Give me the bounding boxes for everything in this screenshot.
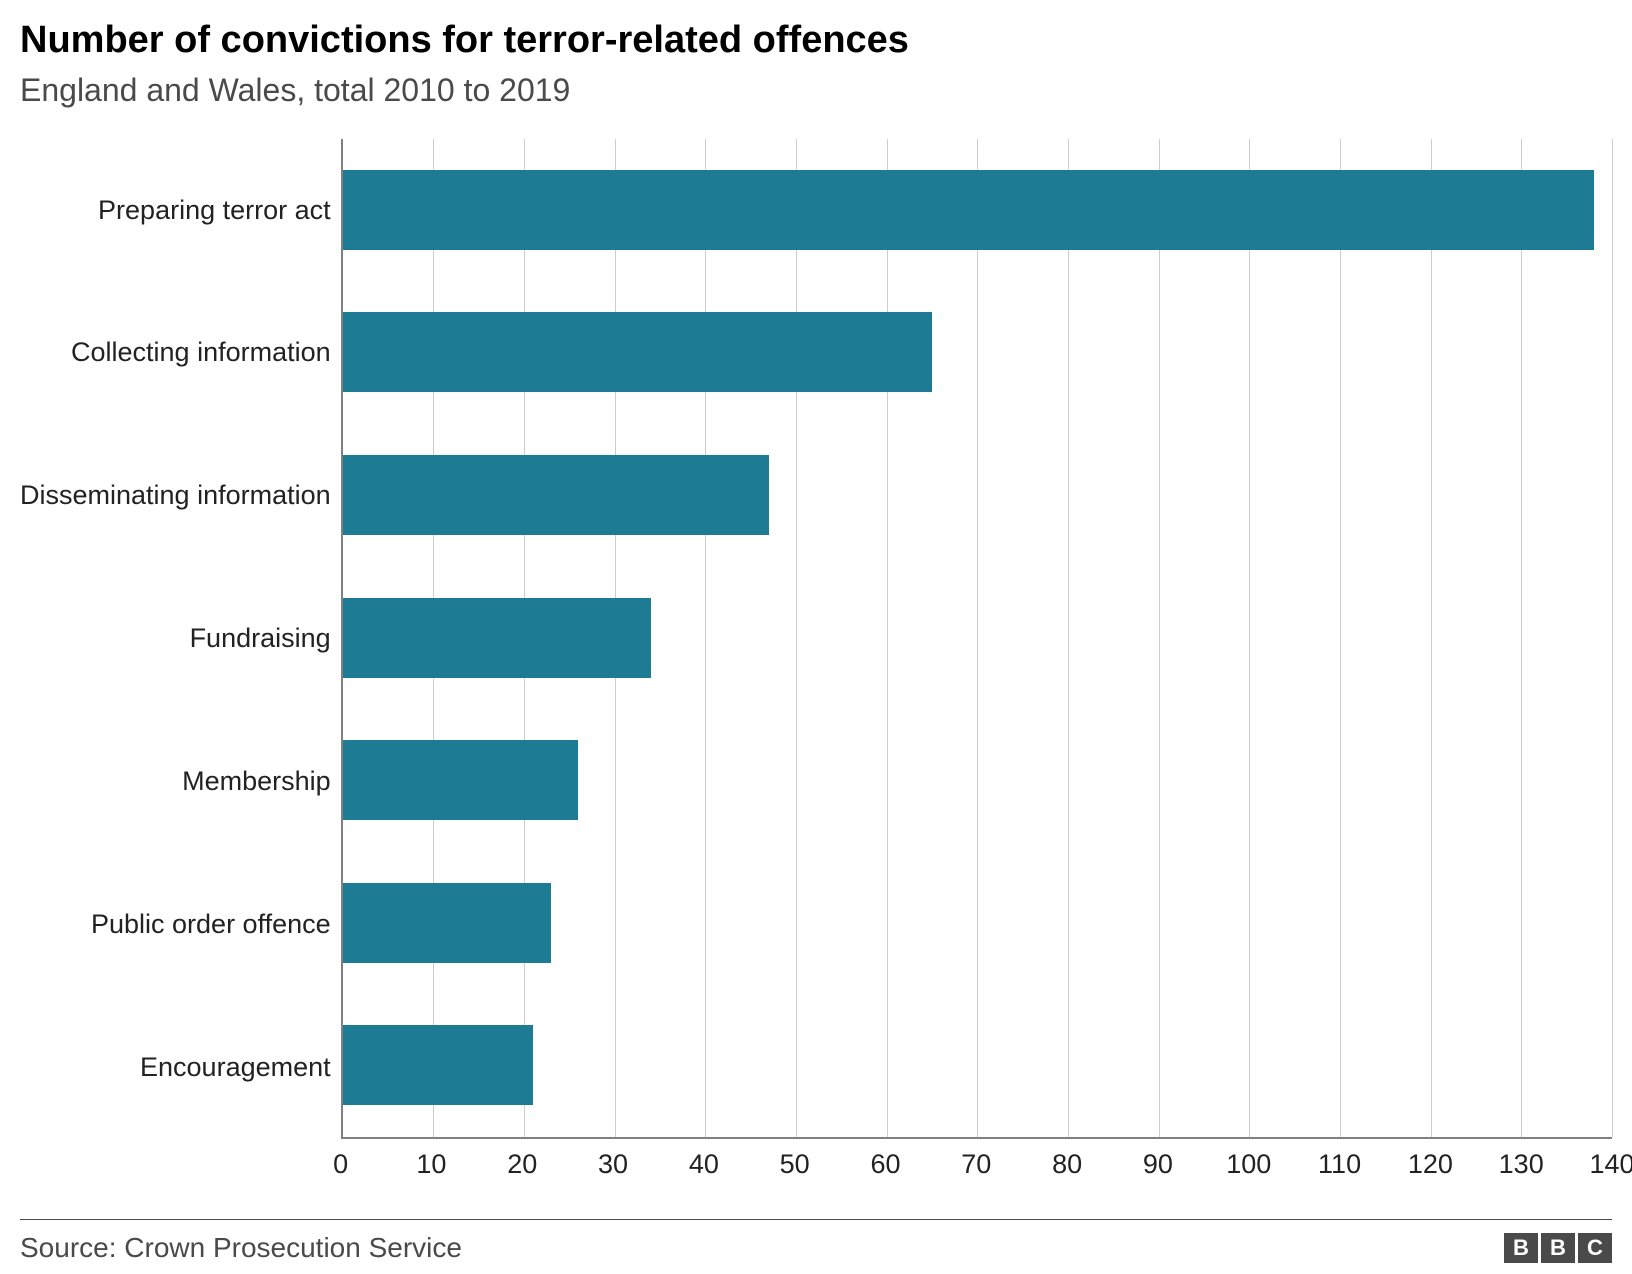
x-axis-label: 120 [1408,1149,1453,1180]
y-axis-label: Preparing terror act [20,197,331,224]
bar [343,883,552,963]
x-axis-label: 10 [416,1149,446,1180]
bar [343,455,769,535]
source-text: Source: Crown Prosecution Service [20,1232,462,1264]
x-axis-label: 20 [507,1149,537,1180]
bbc-logo-letter: B [1504,1233,1538,1263]
bar [343,598,651,678]
chart-container: Preparing terror act Collecting informati… [20,139,1612,1189]
y-axis-label: Public order offence [20,911,331,938]
footer: Source: Crown Prosecution Service BBC [20,1219,1612,1264]
chart-title: Number of convictions for terror-related… [20,18,1612,64]
y-axis-label: Disseminating information [20,482,331,509]
chart-subtitle: England and Wales, total 2010 to 2019 [20,72,1612,109]
gridline [1612,139,1613,1137]
x-axis-label: 60 [870,1149,900,1180]
x-axis-label: 100 [1226,1149,1271,1180]
bbc-logo: BBC [1504,1233,1612,1263]
bar [343,312,932,392]
y-axis-label: Collecting information [20,339,331,366]
x-axis-label: 0 [333,1149,348,1180]
x-axis-label: 140 [1589,1149,1632,1180]
x-axis-label: 40 [689,1149,719,1180]
x-axis-label: 30 [598,1149,628,1180]
y-axis-labels: Preparing terror act Collecting informati… [20,139,341,1139]
bar [343,170,1594,250]
x-axis-label: 90 [1143,1149,1173,1180]
bars-group [343,139,1612,1137]
bar [343,740,579,820]
y-axis-label: Membership [20,768,331,795]
x-axis-label: 50 [780,1149,810,1180]
x-axis-label: 110 [1318,1149,1361,1180]
x-axis-label: 130 [1499,1149,1544,1180]
bar [343,1025,533,1105]
x-axis-label: 80 [1052,1149,1082,1180]
y-axis-label: Encouragement [20,1054,331,1081]
bbc-logo-letter: B [1541,1233,1575,1263]
y-axis-label: Fundraising [20,625,331,652]
bbc-logo-letter: C [1578,1233,1612,1263]
plot-area [341,139,1612,1139]
x-axis-label: 70 [961,1149,991,1180]
x-axis-labels: 0102030405060708090100110120130140 [341,1139,1612,1189]
